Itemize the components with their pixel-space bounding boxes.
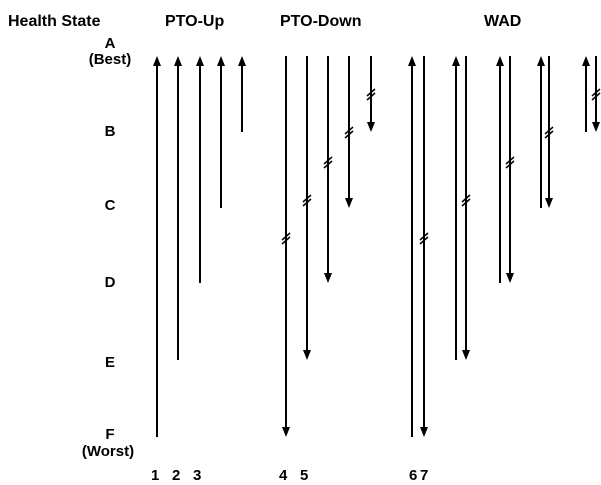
wad-down-arrow-2-head	[462, 350, 470, 360]
health-state-header: Health State	[8, 13, 101, 30]
wad-down-arrow-4-break-a	[544, 126, 554, 135]
column-number-1: 1	[151, 467, 160, 484]
wad-down-arrow-1-head	[420, 427, 428, 437]
wad-down-arrow-2-break-a	[461, 194, 471, 203]
pto-down-arrow-2-break-b	[302, 198, 312, 207]
state-sublabel-best: (Best)	[88, 51, 132, 68]
wad-down-arrow-1-break-a	[419, 232, 429, 241]
wad-down-arrow-3-break-a	[505, 156, 515, 165]
pto-down-arrow-4-head	[345, 198, 353, 208]
state-label-c: C	[104, 197, 116, 214]
wad-down-arrow-4-head	[545, 198, 553, 208]
pto-down-arrow-1-break-a	[281, 232, 291, 241]
state-sublabel-worst: (Worst)	[81, 443, 135, 460]
group-label-pto-up: PTO-Up	[165, 13, 225, 30]
wad-down-arrow-2-break-b	[461, 198, 471, 207]
wad-up-arrow-4-head	[537, 56, 545, 66]
pto-down-arrow-2-head	[303, 350, 311, 360]
column-number-5: 5	[300, 467, 309, 484]
pto-down-arrow-3-break-b	[323, 160, 333, 169]
state-label-a: A	[104, 35, 116, 52]
column-number-6: 6	[409, 467, 418, 484]
wad-up-arrow-5-head	[582, 56, 590, 66]
pto-down-arrow-1-break-b	[281, 236, 291, 245]
pto-down-arrow-3-break-a	[323, 156, 333, 165]
pto-up-arrow-1-head	[153, 56, 161, 66]
column-number-7: 7	[420, 467, 429, 484]
pto-up-arrow-2-head	[174, 56, 182, 66]
state-label-b: B	[104, 123, 116, 140]
column-number-4: 4	[279, 467, 288, 484]
wad-down-arrow-3-head	[506, 273, 514, 283]
pto-down-arrow-5-head	[367, 122, 375, 132]
wad-down-arrow-5-head	[592, 122, 600, 132]
wad-down-arrow-5-break-a	[591, 88, 601, 97]
pto-down-arrow-4-break-b	[344, 130, 354, 139]
wad-down-arrow-1-break-b	[419, 236, 429, 245]
state-label-d: D	[104, 274, 116, 291]
state-label-f: F	[105, 426, 115, 443]
pto-up-arrow-3-head	[196, 56, 204, 66]
wad-up-arrow-2-head	[452, 56, 460, 66]
pto-down-arrow-5-break-a	[366, 88, 376, 97]
column-number-3: 3	[193, 467, 202, 484]
pto-up-arrow-4-head	[217, 56, 225, 66]
pto-down-arrow-1-head	[282, 427, 290, 437]
pto-down-arrow-5-break-b	[366, 92, 376, 101]
wad-down-arrow-4-break-b	[544, 130, 554, 139]
wad-up-arrow-3-head	[496, 56, 504, 66]
column-number-2: 2	[172, 467, 181, 484]
state-label-e: E	[104, 354, 115, 371]
group-label-wad: WAD	[484, 13, 522, 30]
pto-up-arrow-5-head	[238, 56, 246, 66]
wad-down-arrow-3-break-b	[505, 160, 515, 169]
wad-down-arrow-5-break-b	[591, 92, 601, 101]
group-label-pto-down: PTO-Down	[280, 13, 362, 30]
pto-down-arrow-4-break-a	[344, 126, 354, 135]
pto-down-arrow-3-head	[324, 273, 332, 283]
wad-up-arrow-1-head	[408, 56, 416, 66]
pto-down-arrow-2-break-a	[302, 194, 312, 203]
